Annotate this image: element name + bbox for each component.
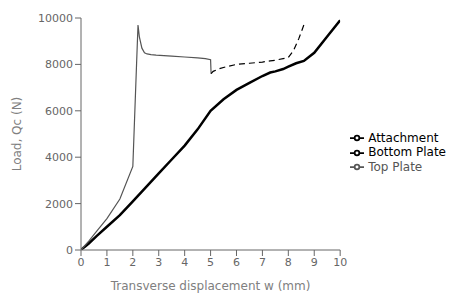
svg-text:Transverse displacement w (mm): Transverse displacement w (mm) [110, 279, 311, 293]
svg-text:10000: 10000 [38, 12, 73, 25]
svg-text:4: 4 [181, 256, 188, 269]
svg-text:0: 0 [66, 244, 73, 257]
svg-text:6000: 6000 [45, 105, 73, 118]
svg-text:8000: 8000 [45, 58, 73, 71]
svg-text:9: 9 [311, 256, 318, 269]
html-text:Bottom Plate: Bottom Plate [368, 145, 446, 160]
svg-text:1: 1 [103, 256, 110, 269]
svg-text:10: 10 [333, 256, 347, 269]
svg-text:8: 8 [285, 256, 292, 269]
svg-text:5: 5 [207, 256, 214, 269]
svg-text:3: 3 [155, 256, 162, 269]
svg-text:2000: 2000 [45, 198, 73, 211]
svg-text:6: 6 [233, 256, 240, 269]
svg-text:4000: 4000 [45, 151, 73, 164]
svg-text:2: 2 [129, 256, 136, 269]
html-text:Top Plate: Top Plate [368, 159, 423, 174]
svg-text:Load, Qc (N): Load, Qc (N) [10, 97, 24, 172]
html-text:Attachment: Attachment [368, 130, 439, 145]
svg-text:7: 7 [259, 256, 266, 269]
svg-text:0: 0 [78, 256, 85, 269]
